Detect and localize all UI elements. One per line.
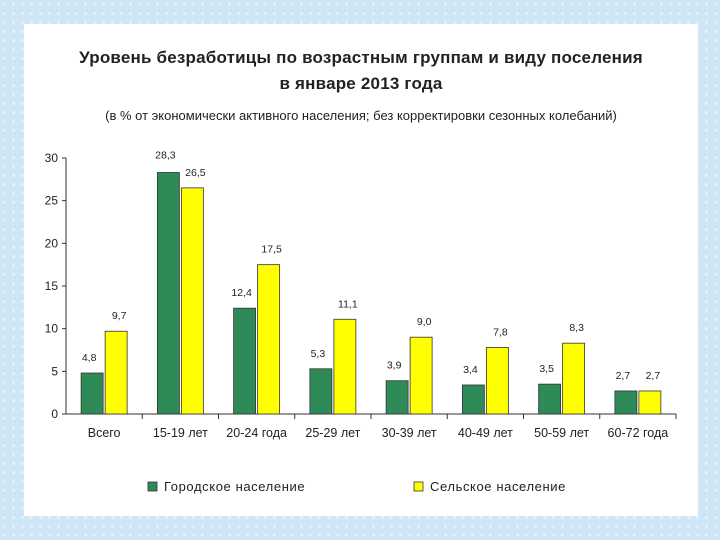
bar [104,330,128,415]
bar [156,172,180,415]
data-label: 8,3 [569,322,584,334]
bar [538,383,562,415]
bar [461,384,485,415]
legend-swatch [413,481,424,492]
y-tick-label: 10 [45,322,59,336]
chart-title-line2: в январе 2013 года [279,74,443,93]
legend-entry: Городское население [164,479,305,494]
data-label: 5,3 [311,348,326,360]
bar-chart: 0 5 10 15 20 25 30 4,8 9,7 Всего 28,3 26,5 15-19 лет… [45,150,677,494]
bar [180,187,204,415]
category-label: 40-49 лет [458,426,513,440]
category-label: 50-59 лет [534,426,589,440]
y-tick-label: 30 [45,151,59,165]
slide: Уровень безработицы по возрастным группа… [24,24,698,516]
bar [233,307,257,415]
y-tick-label: 20 [45,236,59,250]
data-label: 2,7 [616,370,631,382]
category-label: 25-29 лет [305,426,360,440]
y-tick-label: 15 [45,279,59,293]
bar [80,372,104,415]
data-label: 26,5 [185,167,206,179]
bar [257,264,281,415]
bar [485,347,509,415]
data-label: 3,9 [387,360,402,372]
bar [309,368,333,415]
y-tick-label: 5 [51,364,58,378]
data-label: 3,5 [539,363,554,375]
bar [333,318,357,415]
bar [614,390,638,415]
data-label: 17,5 [261,244,282,256]
data-label: 28,3 [155,150,176,162]
y-tick-label: 0 [51,407,58,421]
data-label: 9,7 [112,310,127,322]
legend-entry: Сельское население [430,479,566,494]
category-label: 60-72 года [608,426,669,440]
data-label: 4,8 [82,352,97,364]
data-label: 9,0 [417,316,432,328]
category-label: 30-39 лет [382,426,437,440]
category-label: 20-24 года [226,426,287,440]
bar [562,342,586,415]
data-label: 11,1 [338,298,358,310]
category-label: Всего [88,426,121,440]
chart-title: Уровень безработицы по возрастным группа… [79,48,643,67]
data-label: 2,7 [646,370,661,382]
chart-subtitle: (в % от экономически активного населения… [105,108,617,123]
y-tick-label: 25 [45,194,59,208]
category-label: 15-19 лет [153,426,208,440]
data-label: 12,4 [231,287,252,299]
legend-swatch [147,481,158,492]
bar [409,336,433,415]
data-label: 3,4 [463,364,478,376]
bar [638,390,662,415]
bar [385,380,409,415]
data-label: 7,8 [493,326,508,338]
